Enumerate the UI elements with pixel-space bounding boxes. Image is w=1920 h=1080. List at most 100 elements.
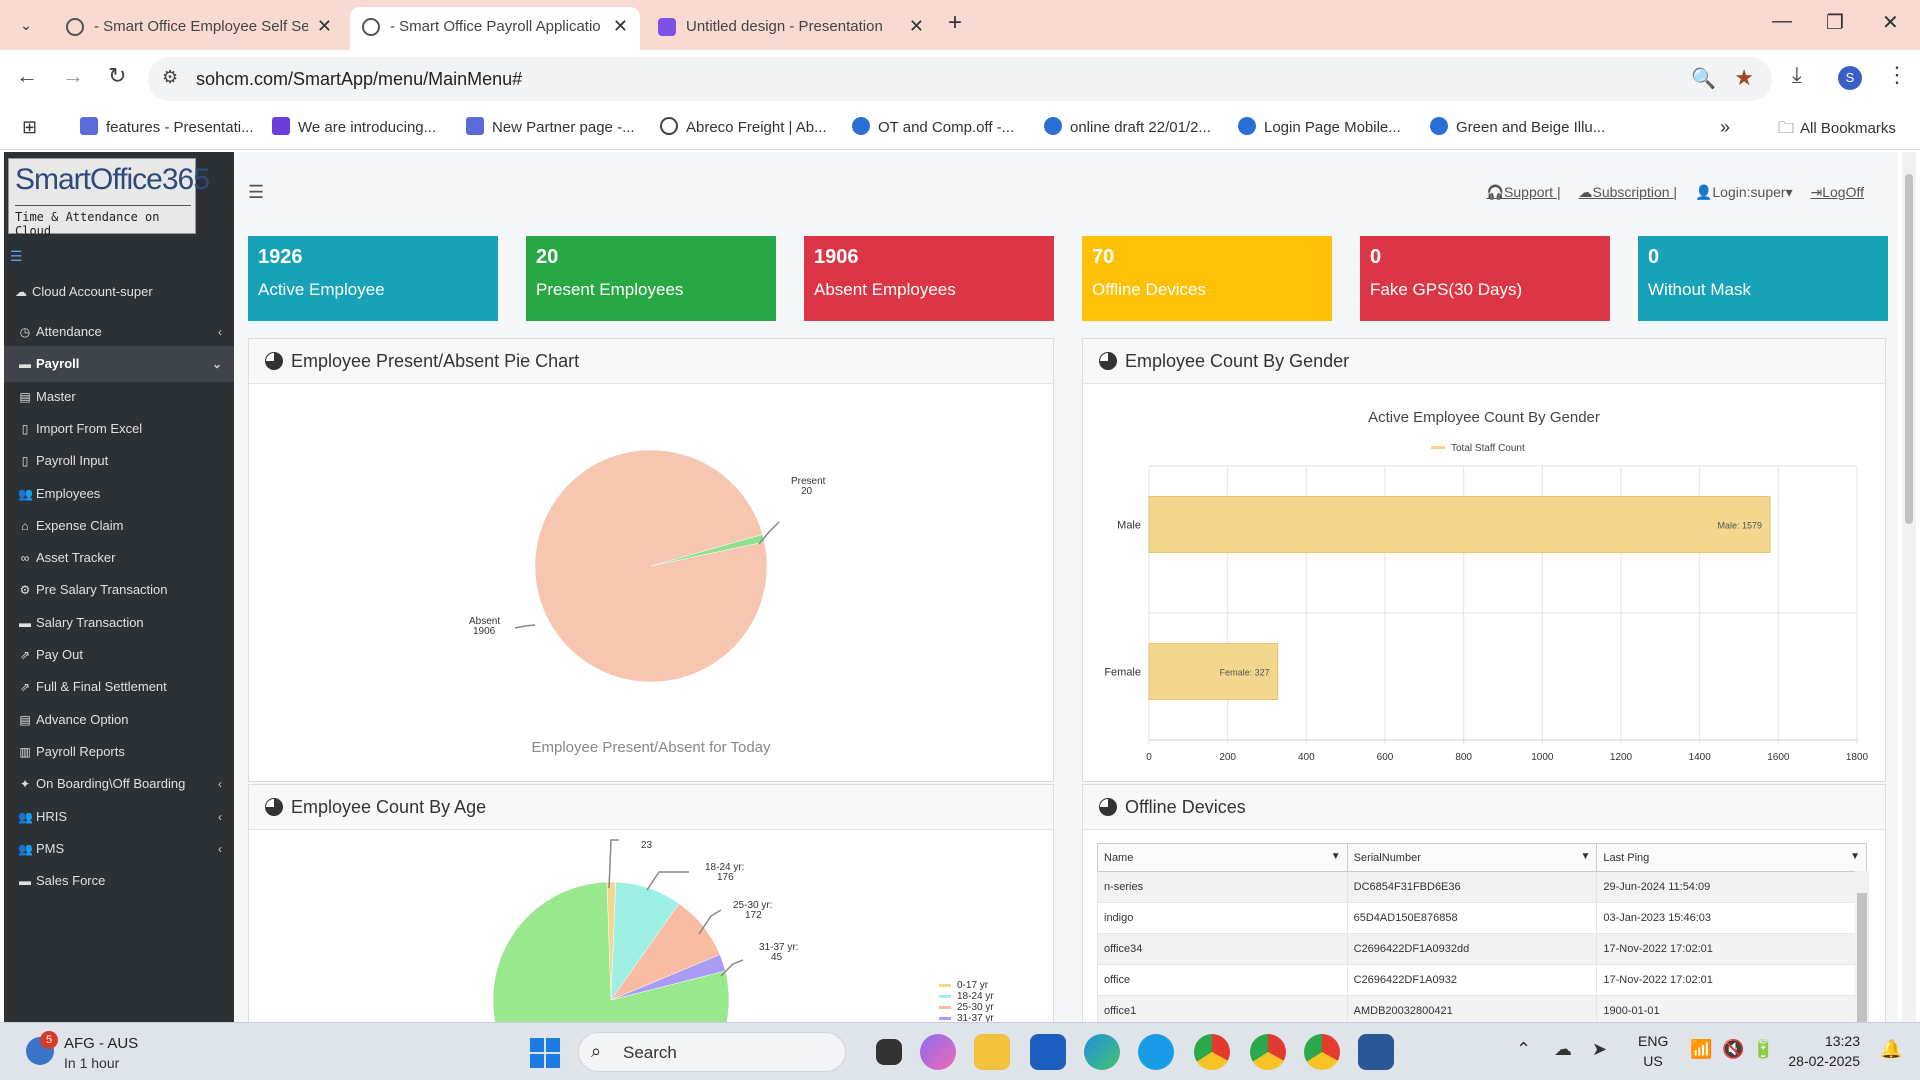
bookmark-item[interactable]: We are introducing... xyxy=(272,117,436,136)
support-link[interactable]: 🎧Support | xyxy=(1487,184,1561,200)
browser-tab-payroll[interactable]: - Smart Office Payroll Applicatio ✕ xyxy=(350,7,640,50)
bookmark-item[interactable]: features - Presentati... xyxy=(80,117,254,136)
close-icon[interactable]: ✕ xyxy=(908,16,924,36)
restore-icon[interactable]: ❐ xyxy=(1826,12,1844,34)
taskbar-search[interactable]: ⌕ Search xyxy=(578,1032,846,1072)
minimize-icon[interactable]: — xyxy=(1772,10,1792,32)
sidebar-item-payroll-reports[interactable]: ▥ Payroll Reports xyxy=(4,734,234,770)
apps-grid-icon[interactable]: ⊞ xyxy=(22,117,38,137)
location-icon[interactable]: ➤ xyxy=(1592,1039,1608,1059)
back-icon[interactable]: ← xyxy=(16,63,38,88)
sidebar-item-payroll[interactable]: ▬ Payroll ⌄ xyxy=(4,346,234,383)
chrome-profile-icon[interactable] xyxy=(1304,1034,1340,1070)
window-close-icon[interactable]: ✕ xyxy=(1882,12,1899,34)
more-bookmarks-icon[interactable]: » xyxy=(1720,117,1731,137)
sidebar-item-master[interactable]: ▤ Master xyxy=(4,379,234,415)
cloud-account[interactable]: ☁ Cloud Account-super xyxy=(4,274,234,310)
table-row[interactable]: office34 C2696422DF1A0932dd 17-Nov-2022 17… xyxy=(1097,933,1867,965)
bookmark-item[interactable]: New Partner page -... xyxy=(466,117,635,136)
chrome-icon[interactable] xyxy=(1194,1034,1230,1070)
task-view-icon[interactable] xyxy=(876,1039,902,1065)
sidebar-item-salary-transaction[interactable]: ▬ Salary Transaction xyxy=(4,605,234,641)
sidebar-toggle-icon[interactable]: ☰ xyxy=(10,248,23,264)
sidebar-item-pre-salary-transaction[interactable]: ⚙ Pre Salary Transaction xyxy=(4,572,234,608)
word-icon[interactable] xyxy=(1358,1034,1394,1070)
bookmark-item[interactable]: Green and Beige Illu... xyxy=(1430,117,1605,136)
bookmark-item[interactable]: online draft 22/01/2... xyxy=(1044,117,1211,136)
browser-tab-canva[interactable]: Untitled design - Presentation ✕ xyxy=(646,7,936,50)
table-row[interactable]: office C2696422DF1A0932 17-Nov-2022 17:02:… xyxy=(1097,964,1867,996)
system-clock[interactable]: 13:23 28-02-2025 xyxy=(1782,1031,1860,1071)
sidebar-item-attendance[interactable]: ◷ Attendance ‹ xyxy=(4,314,234,350)
scrollbar-thumb[interactable] xyxy=(1857,893,1867,1022)
all-bookmarks[interactable]: 🗀 All Bookmarks xyxy=(1778,117,1896,144)
smartoffice-logo[interactable]: SmartOffice365 Time & Attendance on Clou… xyxy=(8,158,210,238)
tab-search-icon[interactable]: ⌄ xyxy=(20,17,32,33)
new-tab-button[interactable]: + xyxy=(948,9,963,36)
table-row[interactable]: indigo 65D4AD150E876858 03-Jan-2023 15:46:… xyxy=(1097,902,1867,934)
notifications-icon[interactable]: 🔔 xyxy=(1880,1039,1903,1059)
browser-tab-ess[interactable]: - Smart Office Employee Self Se ✕ xyxy=(54,7,344,50)
bar-male[interactable] xyxy=(1148,496,1771,553)
onedrive-icon[interactable]: ☁ xyxy=(1554,1039,1572,1059)
url-text[interactable]: sohcm.com/SmartApp/menu/MainMenu# xyxy=(196,69,523,89)
logoff-link[interactable]: ⇥LogOff xyxy=(1810,184,1864,200)
edge-icon[interactable] xyxy=(1084,1034,1120,1070)
stat-card-without-mask[interactable]: 0 Without Mask xyxy=(1638,236,1888,321)
windows-start-icon[interactable] xyxy=(530,1038,560,1068)
file-explorer-icon[interactable] xyxy=(974,1034,1010,1070)
stat-card-fake-gps-30-days-[interactable]: 0 Fake GPS(30 Days) xyxy=(1360,236,1610,321)
table-row[interactable]: office1 AMDB20032800421 1900-01-01 xyxy=(1097,995,1867,1022)
skype-icon[interactable] xyxy=(1138,1034,1174,1070)
bookmark-item[interactable]: Login Page Mobile... xyxy=(1238,117,1401,136)
sidebar-item-import-from-excel[interactable]: ▯ Import From Excel xyxy=(4,411,234,447)
bookmark-item[interactable]: Abreco Freight | Ab... xyxy=(660,117,827,136)
close-icon[interactable]: ✕ xyxy=(612,16,628,36)
profile-avatar[interactable]: S xyxy=(1838,66,1862,90)
page-scrollbar-thumb[interactable] xyxy=(1905,174,1913,524)
sidebar-item-asset-tracker[interactable]: ∞ Asset Tracker xyxy=(4,540,234,576)
filter-icon[interactable]: ▼ xyxy=(1330,851,1341,862)
hamburger-icon[interactable]: ☰ xyxy=(248,182,265,202)
sidebar-item-on-boarding-off-boarding[interactable]: ✦ On Boarding\Off Boarding ‹ xyxy=(4,766,234,802)
stat-card-absent-employees[interactable]: 1906 Absent Employees xyxy=(804,236,1054,321)
stat-card-present-employees[interactable]: 20 Present Employees xyxy=(526,236,776,321)
table-row[interactable]: n-series DC6854F31FBD6E36 29-Jun-2024 11:5… xyxy=(1097,871,1867,903)
page-scrollbar[interactable] xyxy=(1902,152,1916,1022)
sidebar-item-hris[interactable]: 👥 HRIS ‹ xyxy=(4,799,234,835)
battery-icon[interactable]: 🔋 xyxy=(1752,1039,1775,1059)
filter-icon[interactable]: ▼ xyxy=(1580,851,1591,862)
language-indicator[interactable]: ENG US xyxy=(1638,1031,1668,1071)
stat-card-active-employee[interactable]: 1926 Active Employee xyxy=(248,236,498,321)
column-header-serialnumber[interactable]: SerialNumber ▼ xyxy=(1346,843,1598,872)
age-slice-38-yr[interactable] xyxy=(492,881,730,1022)
column-header-name[interactable]: Name ▼ xyxy=(1097,843,1348,872)
sidebar-item-employees[interactable]: 👥 Employees xyxy=(4,476,234,512)
subscription-link[interactable]: ☁Subscription | xyxy=(1578,184,1677,200)
weather-widget[interactable]: 5 AFG - AUS In 1 hour xyxy=(22,1031,182,1075)
bar-female[interactable] xyxy=(1148,643,1279,700)
table-scrollbar[interactable] xyxy=(1855,871,1869,1022)
sidebar-item-pms[interactable]: 👥 PMS ‹ xyxy=(4,831,234,867)
filter-icon[interactable]: ▼ xyxy=(1850,851,1860,862)
close-icon[interactable]: ✕ xyxy=(316,16,332,36)
download-icon[interactable]: ⤓ xyxy=(1792,62,1802,87)
sidebar-item-full-final-settlement[interactable]: ⇗ Full & Final Settlement xyxy=(4,669,234,705)
column-header-last-ping[interactable]: Last Ping ▼ xyxy=(1596,843,1867,872)
login-dropdown[interactable]: 👤Login:super▾ xyxy=(1695,184,1793,200)
sidebar-item-advance-option[interactable]: ▤ Advance Option xyxy=(4,702,234,738)
zoom-icon[interactable]: 🔍 xyxy=(1691,68,1716,90)
wifi-icon[interactable]: 📶 xyxy=(1690,1039,1713,1059)
copilot-icon[interactable] xyxy=(920,1034,956,1070)
site-info-icon[interactable]: ⚙ xyxy=(162,67,179,87)
reload-icon[interactable]: ↻ xyxy=(108,63,127,88)
sidebar-item-payroll-input[interactable]: ▯ Payroll Input xyxy=(4,443,234,479)
address-bar[interactable]: ⚙ sohcm.com/SmartApp/menu/MainMenu# 🔍 ★ xyxy=(148,57,1772,101)
volume-icon[interactable]: 🔇 xyxy=(1722,1039,1745,1059)
tray-chevron-icon[interactable]: ⌃ xyxy=(1516,1039,1532,1059)
menu-kebab-icon[interactable]: ⋮ xyxy=(1886,62,1908,87)
bookmark-item[interactable]: OT and Comp.off -... xyxy=(852,117,1014,136)
sidebar-item-pay-out[interactable]: ⇗ Pay Out xyxy=(4,637,234,673)
bookmark-star-icon[interactable]: ★ xyxy=(1734,65,1754,90)
sidebar-item-sales-force[interactable]: ▬ Sales Force xyxy=(4,863,234,899)
